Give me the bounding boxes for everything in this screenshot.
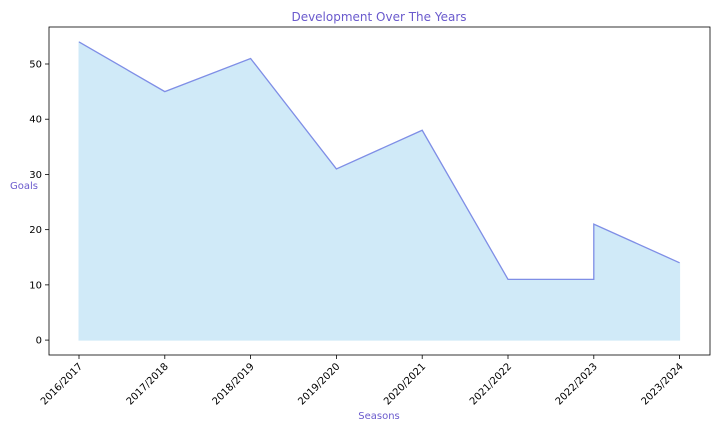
x-tick-label: 2018/2019 [211,361,257,407]
x-tick-label: 2019/2020 [296,361,342,407]
y-tick-label: 30 [29,170,42,181]
x-tick-label: 2020/2021 [382,361,428,407]
y-tick-label: 20 [29,225,42,236]
x-tick-label: 2023/2024 [640,361,686,407]
x-axis-label: Seasons [358,411,400,422]
x-axis: 2016/2017 2017/2018 2018/2019 2019/2020 2020… [39,355,686,408]
area-layer [78,41,681,341]
y-axis-label: Goals [10,181,38,192]
plot-frame [48,26,711,356]
series-line [78,41,680,281]
y-tick-label: 10 [29,280,42,291]
y-tick-label: 0 [36,336,42,347]
y-axis: 0 10 20 30 40 50 [29,59,49,347]
x-tick-label: 2016/2017 [39,361,85,407]
x-tick-label: 2022/2023 [554,361,600,407]
y-tick-label: 40 [29,115,42,126]
y-tick-label: 50 [29,59,42,70]
area-fill [78,41,681,341]
x-tick-label: 2021/2022 [468,361,514,407]
chart-title: Development Over The Years [291,10,466,24]
x-tick-label: 2017/2018 [125,361,171,407]
